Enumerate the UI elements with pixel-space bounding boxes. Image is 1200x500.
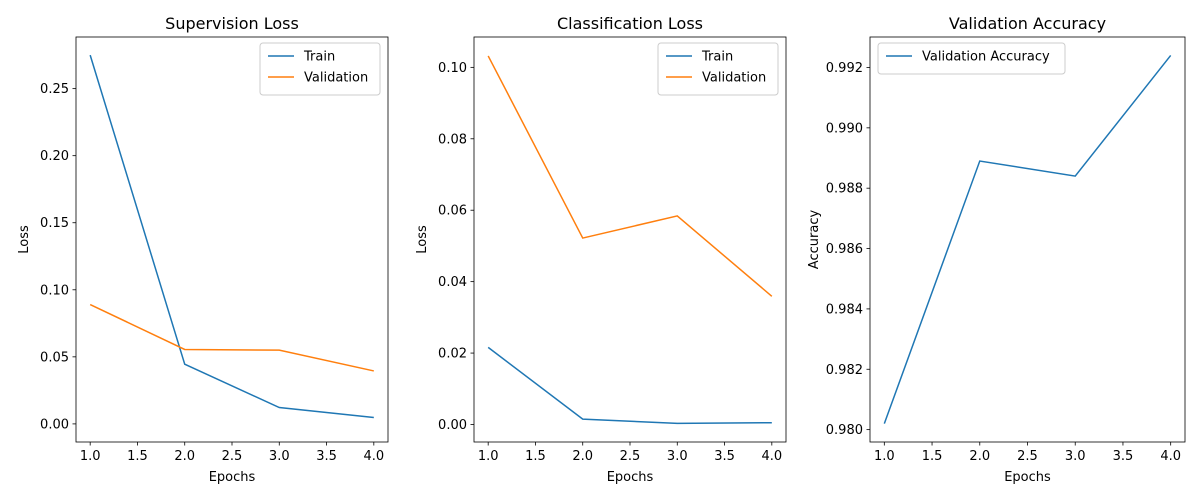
x-tick-label: 3.0: [667, 449, 688, 464]
x-tick-label: 3.5: [316, 449, 337, 464]
x-tick-label: 2.5: [1017, 449, 1038, 464]
series-line-2: [89, 303, 374, 372]
chart-title: Classification Loss: [557, 14, 703, 33]
y-tick-label: 0.05: [40, 350, 69, 365]
y-tick-label: 0.984: [826, 302, 863, 317]
y-tick-label: 0.06: [438, 204, 467, 219]
x-tick-label: 1.5: [127, 449, 148, 464]
x-tick-label: 2.0: [572, 449, 593, 464]
chart-panel-3: 1.0 1.5 2.0 2.5 3.0 3.5 4.0 0.980 0.982 0.984 0.98…: [807, 14, 1186, 485]
x-tick-label: 2.0: [174, 449, 195, 464]
y-tick-label: 0.990: [826, 121, 863, 136]
legend-box: [877, 42, 1066, 75]
y-tick-label: 0.00: [438, 418, 467, 433]
x-tick-label: 1.5: [922, 449, 943, 464]
y-tick-label: 0.08: [438, 132, 467, 147]
x-tick-label: 1.0: [80, 449, 101, 464]
legend: Validation Accuracy: [877, 42, 1066, 75]
y-tick-label: 0.04: [438, 275, 467, 290]
x-tick-label: 2.0: [969, 449, 990, 464]
x-tick-label: 1.5: [525, 449, 546, 464]
chart-panel-2: 1.0 1.5 2.0 2.5 3.0 3.5 4.0 0.00 0.02 0.04 0.06 0.0…: [415, 14, 787, 485]
y-tick-label: 0.982: [826, 363, 863, 378]
y-tick-label: 0.986: [826, 242, 863, 257]
x-tick-label: 4.0: [1160, 449, 1181, 464]
x-tick-label: 2.5: [620, 449, 641, 464]
y-tick-label: 0.02: [438, 347, 467, 362]
x-tick-label: 2.5: [222, 449, 243, 464]
x-axis-label: Epochs: [209, 470, 256, 485]
series-line-2: [487, 55, 773, 297]
y-axis-label: Accuracy: [807, 210, 822, 270]
axes-frame: [473, 36, 787, 443]
legend-label: Train: [701, 50, 733, 65]
legend-label: Train: [303, 50, 335, 65]
y-tick-label: 0.25: [40, 82, 69, 97]
y-tick-label: 0.10: [438, 61, 467, 76]
x-axis-label: Epochs: [607, 470, 654, 485]
x-tick-label: 1.0: [874, 449, 895, 464]
series-line-1: [89, 54, 374, 419]
y-tick-label: 0.20: [40, 149, 69, 164]
x-axis-label: Epochs: [1004, 470, 1051, 485]
y-tick-label: 0.988: [826, 182, 863, 197]
axes-frame: [75, 36, 389, 443]
legend: Train Validation: [657, 42, 779, 96]
x-tick-label: 1.0: [478, 449, 499, 464]
series-line-1: [487, 346, 772, 425]
y-tick-label: 0.00: [40, 417, 69, 432]
legend-label: Validation Accuracy: [922, 50, 1050, 65]
y-tick-label: 0.10: [40, 283, 69, 298]
x-tick-label: 3.0: [269, 449, 290, 464]
chart-title: Supervision Loss: [165, 14, 299, 33]
y-tick-label: 0.980: [826, 423, 863, 438]
chart-title: Validation Accuracy: [949, 14, 1106, 33]
y-axis-label: Loss: [415, 225, 430, 254]
legend: Train Validation: [259, 42, 381, 96]
y-axis-label: Loss: [17, 225, 32, 254]
legend-label: Validation: [304, 71, 368, 86]
x-tick-label: 3.5: [714, 449, 735, 464]
x-tick-label: 4.0: [761, 449, 782, 464]
legend-label: Validation: [702, 71, 766, 86]
series-line-1: [883, 54, 1172, 424]
x-tick-label: 3.5: [1113, 449, 1134, 464]
x-tick-label: 3.0: [1065, 449, 1086, 464]
y-tick-label: 0.992: [826, 61, 863, 76]
chart-panel-1: 1.0 1.5 2.0 2.5 3.0 3.5 4.0 0.00 0.05 0.10 0.15 0.2…: [17, 14, 389, 485]
y-tick-label: 0.15: [40, 216, 69, 231]
x-tick-label: 4.0: [363, 449, 384, 464]
